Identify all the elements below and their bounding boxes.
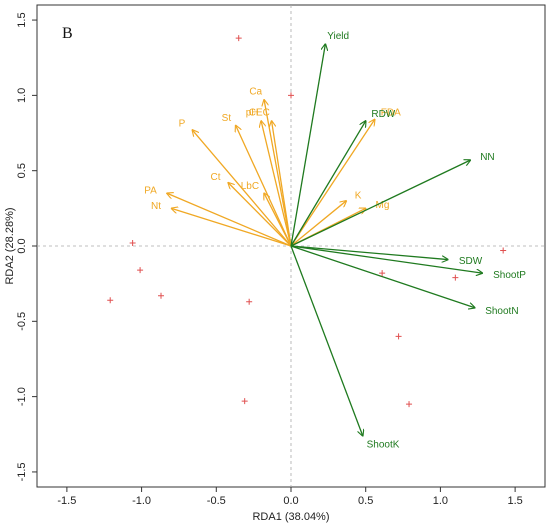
y-tick-label: -1.0 [16,387,28,406]
response-vector-label-shootk: ShootK [367,440,400,451]
explanatory-vector-label-cec: CEC [249,108,270,119]
response-vector-label-nn: NN [480,152,494,163]
site-point [129,239,136,246]
site-point [288,92,294,99]
site-point [241,398,248,405]
explanatory-vector-st [236,126,292,247]
site-point [158,292,165,299]
site-point [107,297,114,304]
response-vector-label-yield: Yield [327,31,349,42]
x-axis: -1.5 -1.0 -0.5 0.0 0.5 1.0 1.5 [57,487,523,507]
explanatory-vector-label-p: P [179,119,186,130]
site-point [395,333,402,340]
panel-label: B [62,25,73,42]
y-axis: -1.5 -1.0 -0.5 0.0 0.5 1.0 1.5 [16,12,37,481]
explanatory-vector-nt [171,208,292,247]
site-point [406,401,413,408]
x-tick-label: -1.5 [57,495,76,507]
response-vectors: Yield RDW NN SDW ShootP ShootN ShootK [290,31,526,451]
response-vector-yield [290,44,325,247]
y-tick-label: 1.0 [16,88,28,103]
explanatory-vector-k [290,201,346,247]
explanatory-vector-label-fda: FDA [381,107,401,118]
x-tick-label: 1.5 [507,495,522,507]
site-point [235,35,242,42]
y-tick-label: -1.5 [16,462,28,481]
response-vector-shootp [290,245,482,273]
explanatory-vector-label-ca: Ca [249,87,262,98]
x-tick-label: -1.0 [132,495,151,507]
site-point [500,247,507,254]
site-point [246,298,253,305]
response-vector-shootn [290,245,475,308]
x-tick-label: 0.0 [283,495,298,507]
explanatory-vector-label-st: St [222,113,232,124]
response-vector-rdw [290,121,366,247]
y-tick-label: 0.5 [16,163,28,178]
response-vector-sdw [290,245,448,260]
explanatory-vector-ct [228,183,292,247]
site-point [379,270,386,277]
site-point [137,267,144,274]
y-tick-label: 0.0 [16,238,28,253]
explanatory-vector-label-ct: Ct [211,172,221,183]
response-vector-nn [290,160,470,247]
response-vector-label-shootp: ShootP [493,270,526,281]
explanatory-vector-ph [261,121,292,247]
explanatory-vector-label-lbc: LbC [241,181,259,192]
explanatory-vector-cec [272,121,292,247]
explanatory-vector-label-pa: PA [144,185,157,196]
response-vector-label-sdw: SDW [459,256,483,267]
site-point [452,274,459,281]
response-vector-label-rdw: RDW [371,109,395,120]
x-tick-label: -0.5 [207,495,226,507]
explanatory-vector-label-nt: Nt [151,201,161,212]
x-tick-label: 1.0 [433,495,448,507]
site-points [107,35,507,408]
y-axis-label: RDA2 (28.28%) [4,207,16,284]
explanatory-vector-pa [167,193,292,247]
y-tick-label: -0.5 [16,312,28,331]
response-vector-label-shootn: ShootN [485,306,518,317]
explanatory-vector-label-mg: Mg [376,200,390,211]
explanatory-vector-fda [290,119,375,247]
response-vector-shootk [290,245,363,436]
explanatory-vector-label-ph: pH [246,108,259,119]
explanatory-vector-label-k: K [355,191,362,202]
x-axis-label: RDA1 (38.04%) [252,511,329,523]
explanatory-vector-p [192,130,292,247]
x-tick-label: 0.5 [358,495,373,507]
explanatory-vector-lbc [264,193,292,247]
y-tick-label: 1.5 [16,12,28,27]
